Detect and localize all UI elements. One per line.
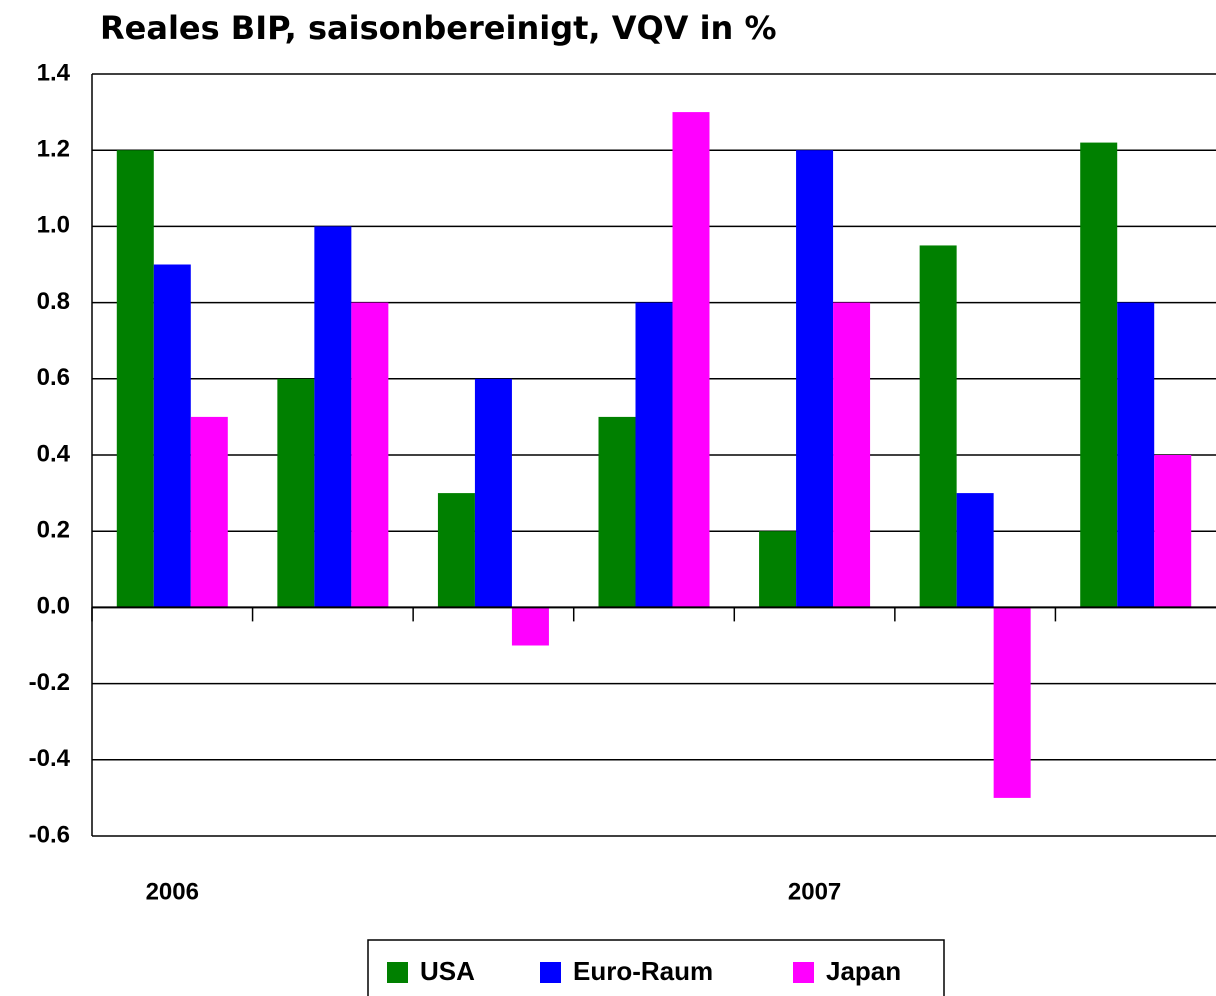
- bar: [511, 607, 549, 646]
- bar: [919, 245, 957, 608]
- bar: [153, 264, 191, 608]
- bar: [993, 607, 1031, 798]
- bar: [1080, 142, 1118, 608]
- y-tick-label: -0.2: [29, 669, 70, 696]
- y-tick-label: -0.6: [29, 821, 70, 848]
- legend-box: [367, 939, 945, 996]
- bar: [759, 531, 797, 608]
- bar: [796, 150, 834, 608]
- bar: [635, 302, 673, 608]
- bar: [598, 416, 636, 608]
- chart-title: Reales BIP, saisonbereinigt, VQV in %: [100, 9, 777, 47]
- bar: [190, 416, 228, 608]
- legend-swatch: [793, 962, 814, 983]
- bar: [437, 493, 475, 608]
- y-tick-label: 1.2: [37, 136, 70, 163]
- bar: [956, 493, 994, 608]
- legend-label: Japan: [826, 956, 901, 986]
- bar: [474, 378, 512, 608]
- bar: [314, 226, 352, 608]
- bar: [833, 302, 871, 608]
- y-tick-label: 0.8: [37, 288, 70, 315]
- legend-label: Euro-Raum: [573, 956, 713, 986]
- y-tick-label: 0.2: [37, 517, 70, 544]
- legend-swatch: [540, 962, 561, 983]
- x-tick-label: 2007: [788, 878, 841, 905]
- x-tick-label: 2006: [146, 878, 199, 905]
- legend-label: USA: [420, 956, 475, 986]
- y-tick-label: 0.0: [37, 593, 70, 620]
- y-tick-label: 0.6: [37, 364, 70, 391]
- bar: [672, 112, 710, 608]
- bar: [116, 150, 154, 608]
- bar: [351, 302, 389, 608]
- y-tick-label: 0.4: [37, 440, 71, 467]
- y-tick-label: 1.4: [37, 59, 71, 86]
- bar: [1154, 455, 1192, 608]
- y-tick-label: -0.4: [29, 745, 71, 772]
- bar: [277, 378, 315, 608]
- y-tick-label: 1.0: [37, 212, 70, 239]
- legend-swatch: [387, 962, 408, 983]
- bar: [1117, 302, 1155, 608]
